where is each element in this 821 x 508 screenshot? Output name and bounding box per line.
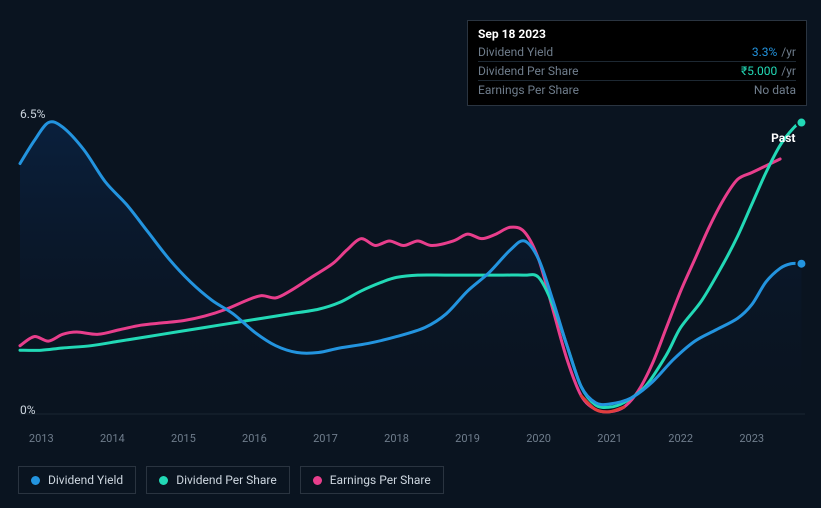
legend-dot xyxy=(313,476,322,485)
xaxis-tick: 2023 xyxy=(739,432,764,445)
xaxis-tick: 2015 xyxy=(171,432,196,445)
tooltip-date: Sep 18 2023 xyxy=(478,27,796,41)
legend: Dividend Yield Dividend Per Share Earnings… xyxy=(18,466,444,494)
xaxis-tick: 2018 xyxy=(384,432,409,445)
tooltip-row: Dividend Yield 3.3%/yr xyxy=(478,43,796,61)
series-dividend_yield-end-dot xyxy=(796,259,806,269)
past-label: Past xyxy=(771,131,795,145)
xaxis-tick: 2022 xyxy=(668,432,693,445)
legend-label: Dividend Yield xyxy=(48,473,123,487)
chart-tooltip: Sep 18 2023 Dividend Yield3.3%/yrDividen… xyxy=(467,20,807,106)
xaxis-tick: 2016 xyxy=(242,432,267,445)
tooltip-row-label: Dividend Yield xyxy=(478,45,553,59)
area-fill xyxy=(20,122,801,414)
tooltip-row: Dividend Per Share ₹5.000/yr xyxy=(478,61,796,80)
xaxis-tick: 2021 xyxy=(597,432,622,445)
xaxis-tick: 2014 xyxy=(100,432,125,445)
tooltip-row-value: No data xyxy=(754,83,796,97)
xaxis-tick: 2017 xyxy=(313,432,338,445)
xaxis-tick: 2013 xyxy=(29,432,54,445)
xaxis-tick: 2020 xyxy=(526,432,551,445)
legend-dot xyxy=(31,476,40,485)
xaxis-tick: 2019 xyxy=(455,432,480,445)
legend-label: Dividend Per Share xyxy=(176,473,277,487)
legend-item[interactable]: Earnings Per Share xyxy=(300,466,444,494)
tooltip-row-value: ₹5.000/yr xyxy=(741,64,796,78)
legend-label: Earnings Per Share xyxy=(330,473,431,487)
tooltip-row-value: 3.3%/yr xyxy=(752,45,796,59)
yaxis-label-top: 6.5% xyxy=(20,107,45,121)
series-dividend_per_share-end-dot xyxy=(796,118,806,128)
yaxis-label-bottom: 0% xyxy=(20,403,36,417)
legend-dot xyxy=(159,476,168,485)
legend-item[interactable]: Dividend Per Share xyxy=(146,466,290,494)
chart-container: Past Sep 18 2023 Dividend Yield3.3%/yrDi… xyxy=(0,0,821,508)
tooltip-row-label: Dividend Per Share xyxy=(478,64,579,78)
tooltip-row-label: Earnings Per Share xyxy=(478,83,579,97)
tooltip-row: Earnings Per Share No data xyxy=(478,80,796,99)
legend-item[interactable]: Dividend Yield xyxy=(18,466,136,494)
